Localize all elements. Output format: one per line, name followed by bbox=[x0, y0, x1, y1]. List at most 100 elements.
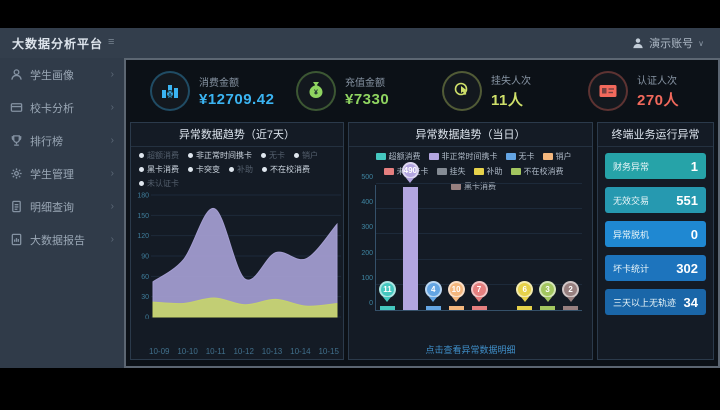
bar[interactable] bbox=[517, 306, 533, 310]
dashboard-main: ¥ 消费金额 ¥12709.42 ¥ 充值金额 ¥7330 挂失人次 11人 认证人次 270人 … bbox=[124, 58, 720, 368]
legend-item[interactable]: 挂失 bbox=[436, 166, 466, 177]
detail-link[interactable]: 点击查看异常数据明细 bbox=[425, 345, 516, 355]
hand-click-icon bbox=[442, 71, 482, 111]
legend-swatch bbox=[510, 168, 521, 175]
y-axis-tick: 300 bbox=[361, 224, 373, 232]
kpi-card: ¥ 消费金额 ¥12709.42 bbox=[130, 62, 276, 120]
today-bar-chart: 0 100 200 300 400 500 11 490 4 10 7 6 3 2 bbox=[361, 161, 582, 311]
kpi-texts: 充值金额 ¥7330 bbox=[345, 74, 389, 108]
legend-item[interactable]: 超额消费 bbox=[375, 151, 421, 162]
legend-item[interactable]: 无卡 bbox=[505, 151, 535, 162]
legend-label: 未认证卡 bbox=[147, 179, 179, 188]
legend-item[interactable]: 黑卡消费 bbox=[451, 181, 496, 192]
legend-item[interactable]: 未认证卡 bbox=[139, 178, 179, 189]
gear-icon bbox=[10, 167, 23, 180]
panel-today-trend: 异常数据趋势（当日） 超额消费非正常时间携卡无卡销户未认证卡挂失补助不在校消费黑… bbox=[348, 122, 593, 360]
stat-row[interactable]: 坏卡统计 302 bbox=[605, 255, 706, 281]
bar[interactable] bbox=[425, 306, 441, 310]
chevron-right-icon: › bbox=[110, 102, 114, 113]
panel-terminal-status: 终端业务运行异常 财务异常 1 无效交易 551 异常脱机 0 坏卡统计 302 三天以上无轨迹… bbox=[597, 122, 714, 360]
today-chart-legend: 超额消费非正常时间携卡无卡销户未认证卡挂失补助不在校消费黑卡消费 bbox=[359, 151, 588, 191]
value-pin[interactable]: 3 bbox=[539, 281, 557, 302]
legend-item[interactable]: 无卡 bbox=[261, 150, 285, 161]
sidebar-item[interactable]: 校卡分析 › bbox=[0, 91, 124, 124]
sidebar-item[interactable]: 排行榜 › bbox=[0, 124, 124, 157]
kpi-value: ¥12709.42 bbox=[199, 91, 275, 108]
sidebar-item[interactable]: 学生画像 › bbox=[0, 58, 124, 91]
legend-item[interactable]: 不在校消费 bbox=[262, 164, 310, 175]
pin-value: 6 bbox=[516, 281, 534, 298]
stat-row[interactable]: 无效交易 551 bbox=[605, 187, 706, 213]
legend-dot bbox=[188, 167, 193, 172]
legend-item[interactable]: 销户 bbox=[294, 150, 318, 161]
area-series[interactable] bbox=[152, 208, 338, 318]
kpi-label: 消费金额 bbox=[199, 78, 239, 89]
value-pin[interactable]: 10 bbox=[447, 281, 465, 302]
value-pin[interactable]: 490 bbox=[401, 161, 419, 183]
bar[interactable] bbox=[402, 186, 418, 310]
document-icon bbox=[10, 200, 23, 213]
area-series[interactable] bbox=[152, 297, 338, 318]
pin-tail-icon bbox=[520, 297, 529, 302]
legend-swatch bbox=[505, 153, 516, 160]
x-axis-tick: 10-11 bbox=[205, 347, 226, 356]
legend-label: 销户 bbox=[555, 152, 572, 161]
kpi-texts: 消费金额 ¥12709.42 bbox=[199, 74, 274, 108]
bar[interactable] bbox=[540, 306, 556, 310]
legend-swatch bbox=[436, 168, 447, 175]
stat-value: 302 bbox=[676, 260, 698, 276]
pin-value: 3 bbox=[539, 281, 557, 298]
user-menu[interactable]: 演示账号 ∨ bbox=[632, 35, 704, 51]
legend-item[interactable]: 补助 bbox=[473, 166, 503, 177]
legend-item[interactable]: 补助 bbox=[229, 164, 253, 175]
legend-item[interactable]: 卡突变 bbox=[188, 164, 220, 175]
menu-toggle-icon[interactable]: ≡ bbox=[108, 36, 115, 48]
legend-swatch bbox=[428, 153, 439, 160]
stat-label: 异常脱机 bbox=[613, 229, 650, 240]
y-axis-tick: 90 bbox=[141, 254, 149, 261]
legend-dot bbox=[188, 153, 193, 158]
legend-label: 超额消费 bbox=[147, 151, 179, 160]
pin-tail-icon bbox=[543, 297, 552, 302]
top-header: 大数据分析平台 ≡ 演示账号 ∨ bbox=[0, 28, 720, 58]
legend-dot bbox=[139, 167, 144, 172]
legend-item[interactable]: 黑卡消费 bbox=[139, 164, 179, 175]
kpi-texts: 挂失人次 11人 bbox=[491, 72, 531, 110]
value-pin[interactable]: 6 bbox=[516, 281, 534, 302]
legend-item[interactable]: 非正常时间携卡 bbox=[188, 150, 252, 161]
kpi-value: ¥7330 bbox=[345, 91, 390, 108]
value-pin[interactable]: 11 bbox=[378, 281, 396, 302]
sidebar-item[interactable]: 明细查询 › bbox=[0, 190, 124, 223]
y-axis-tick: 180 bbox=[137, 193, 149, 200]
legend-item[interactable]: 非正常时间携卡 bbox=[428, 151, 498, 162]
legend-item[interactable]: 超额消费 bbox=[139, 150, 179, 161]
legend-item[interactable]: 不在校消费 bbox=[510, 166, 564, 177]
kpi-label: 挂失人次 bbox=[491, 76, 531, 87]
y-axis-tick: 0 bbox=[145, 315, 149, 320]
legend-label: 无卡 bbox=[518, 152, 535, 161]
stat-label: 坏卡统计 bbox=[613, 263, 650, 274]
legend-label: 销户 bbox=[302, 151, 318, 160]
value-pin[interactable]: 7 bbox=[470, 281, 488, 302]
sidebar: 学生画像 › 校卡分析 › 排行榜 › 学生管理 › 明细查询 › 大数据报告 › bbox=[0, 58, 124, 368]
week-area-chart[interactable]: 0 30 60 90 120 150 180 bbox=[135, 191, 341, 319]
bar[interactable] bbox=[448, 306, 464, 310]
sidebar-item[interactable]: 大数据报告 › bbox=[0, 223, 124, 256]
sidebar-item[interactable]: 学生管理 › bbox=[0, 157, 124, 190]
kpi-label: 认证人次 bbox=[637, 76, 677, 87]
bar[interactable] bbox=[379, 306, 395, 310]
pin-value: 11 bbox=[378, 281, 396, 298]
stat-row[interactable]: 三天以上无轨迹 34 bbox=[605, 289, 706, 315]
bar[interactable] bbox=[471, 306, 487, 310]
legend-swatch bbox=[542, 153, 553, 160]
legend-item[interactable]: 销户 bbox=[542, 151, 572, 162]
bar[interactable] bbox=[563, 306, 579, 310]
stat-row[interactable]: 财务异常 1 bbox=[605, 153, 706, 179]
stat-row[interactable]: 异常脱机 0 bbox=[605, 221, 706, 247]
kpi-card: 挂失人次 11人 bbox=[422, 62, 568, 120]
value-pin[interactable]: 2 bbox=[562, 281, 580, 302]
letterbox-top bbox=[0, 0, 720, 28]
sidebar-item-label: 排行榜 bbox=[30, 135, 63, 148]
value-pin[interactable]: 4 bbox=[424, 281, 442, 302]
pin-tail-icon bbox=[406, 177, 415, 183]
